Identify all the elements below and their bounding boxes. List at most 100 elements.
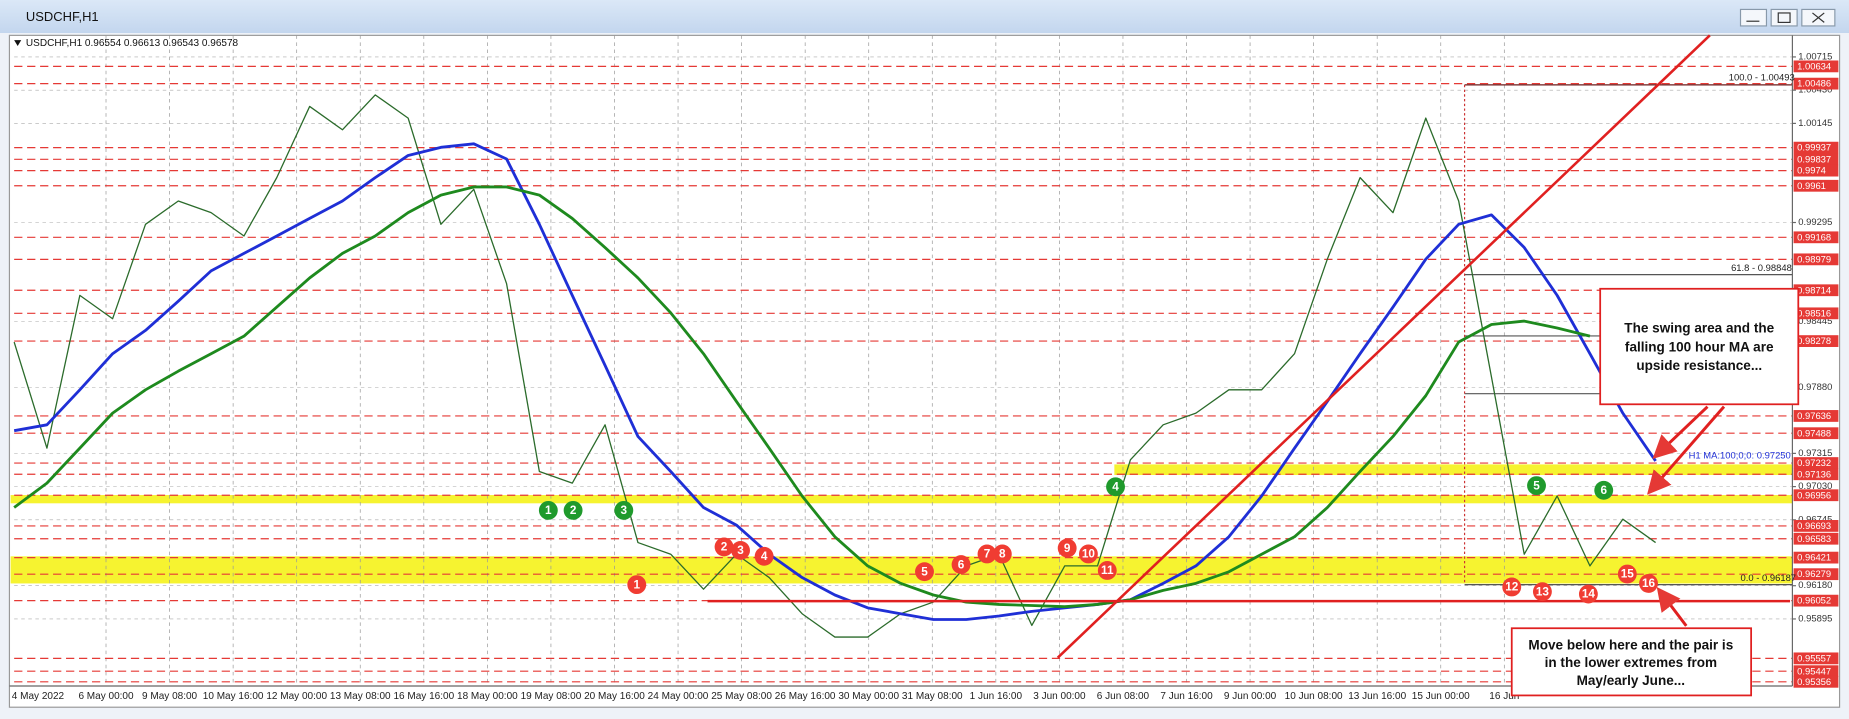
marker-label: 11 — [1101, 564, 1114, 577]
y-tick-label: 0.98445 — [1798, 315, 1832, 326]
minimize-button[interactable] — [1739, 8, 1768, 27]
y-tick-label: 0.97030 — [1798, 480, 1832, 491]
level-label-box — [1793, 164, 1839, 177]
level-label: 0.99837 — [1797, 153, 1831, 164]
level-label: 0.9974 — [1797, 165, 1826, 176]
level-label-box — [1793, 231, 1839, 244]
marker-label: 2 — [721, 541, 728, 554]
marker-circle — [731, 541, 750, 560]
level-label-box — [1793, 551, 1839, 564]
marker-label: 7 — [984, 548, 991, 561]
x-tick-label: 12 May 00:00 — [266, 691, 327, 702]
level-label-box — [1793, 335, 1839, 347]
annotation-text: May/early June... — [1577, 673, 1685, 688]
level-label: 0.96421 — [1797, 552, 1831, 563]
x-tick-label: 26 May 16:00 — [775, 691, 836, 702]
marker-circle — [614, 500, 634, 520]
series — [13, 94, 1657, 638]
level-label-box — [1793, 594, 1839, 607]
y-tick-label: 1.00715 — [1798, 50, 1832, 61]
marker-label: 8 — [999, 548, 1006, 561]
arrow — [1647, 405, 1726, 495]
level-label: 0.9961 — [1797, 180, 1826, 191]
marker-circle — [977, 544, 997, 564]
marker-label: 3 — [737, 544, 744, 557]
marker-label: 14 — [1582, 588, 1596, 601]
title-bar — [0, 0, 1849, 34]
y-tick-label: 0.97880 — [1798, 381, 1832, 392]
marker-circle — [1594, 480, 1614, 500]
x-tick-label: 30 May 00:00 — [838, 691, 899, 702]
level-label: 1.00486 — [1797, 78, 1831, 89]
x-tick-label: 3 Jun 00:00 — [1033, 691, 1086, 702]
level-label: 0.96956 — [1797, 489, 1831, 500]
marker-circle — [1578, 584, 1598, 604]
trend-line — [1056, 34, 1711, 659]
window-buttons[interactable] — [1739, 8, 1836, 27]
level-label-box — [1793, 675, 1839, 688]
x-tick-label: 16 May 16:00 — [393, 691, 454, 702]
y-tick-label: 0.97315 — [1798, 447, 1832, 458]
marker-circle — [1617, 564, 1637, 584]
level-label-box — [1793, 284, 1839, 297]
level-label: 0.98516 — [1797, 307, 1831, 318]
marker-label: 3 — [621, 504, 628, 517]
marker-label: 5 — [921, 565, 928, 578]
level-label-box — [1793, 568, 1839, 581]
x-tick-label: 9 May 08:00 — [142, 691, 198, 702]
level-label: 0.99168 — [1797, 231, 1831, 242]
level-label-box — [1793, 60, 1839, 73]
y-tick-label: 0.95895 — [1798, 612, 1832, 623]
trend-lines — [707, 34, 1791, 659]
marker-circle — [992, 544, 1012, 564]
marker-circle — [1532, 582, 1552, 602]
window-title: USDCHF,H1 — [26, 9, 99, 24]
x-tick-label: 19 May 08:00 — [521, 691, 582, 702]
x-tick-label: 13 May 08:00 — [330, 691, 391, 702]
level-label-box — [1793, 665, 1839, 678]
level-label-box — [1793, 468, 1839, 481]
annotation-text: The swing area and the — [1624, 320, 1774, 335]
level-label-box — [1793, 427, 1839, 440]
x-tick-label: 15 Jun 00:00 — [1412, 691, 1470, 702]
level-label: 0.97636 — [1797, 410, 1831, 421]
level-label: 0.96583 — [1797, 533, 1831, 544]
level-label-box — [1793, 153, 1839, 166]
info-toggle[interactable] — [14, 40, 22, 46]
x-tick-label: 18 May 00:00 — [457, 691, 518, 702]
annotation-text: upside resistance... — [1636, 358, 1762, 373]
level-label: 0.98714 — [1797, 284, 1831, 295]
x-tick-label: 25 May 08:00 — [711, 691, 772, 702]
x-tick-label: 20 May 16:00 — [584, 691, 645, 702]
marker-circle — [754, 546, 774, 566]
level-label: 0.99937 — [1797, 142, 1831, 153]
level-label-box — [1793, 141, 1839, 154]
annotation-text: in the lower extremes from — [1545, 655, 1717, 670]
annotation-text: Move below here and the pair is — [1528, 638, 1733, 653]
level-label: 0.98278 — [1797, 335, 1831, 346]
moving-average — [13, 142, 1657, 621]
x-tick-label: 10 May 16:00 — [203, 691, 264, 702]
marker-circle — [951, 555, 971, 575]
level-label: 0.97136 — [1797, 468, 1831, 479]
x-tick-label: 10 Jun 08:00 — [1285, 691, 1343, 702]
level-label-box — [1793, 532, 1839, 545]
level-label: 0.96052 — [1797, 595, 1831, 606]
x-tick-label: 4 May 2022 — [12, 691, 65, 702]
maximize-button[interactable] — [1770, 8, 1798, 27]
marker-label: 4 — [761, 550, 768, 563]
marker-circle — [1078, 544, 1098, 564]
level-label-box — [1793, 253, 1839, 266]
ma-label: H1 MA:100;0;0: 0.97250 — [1689, 450, 1791, 461]
quote-info: USDCHF,H1 0.96554 0.96613 0.96543 0.9657… — [26, 38, 239, 49]
level-label: 0.95447 — [1797, 665, 1831, 676]
marker-circle — [538, 500, 558, 520]
marker-circle — [714, 537, 734, 557]
annotation-2: Move below here and the pair is in the l… — [1510, 587, 1753, 697]
marker-circle — [1106, 477, 1125, 497]
level-label: 1.00634 — [1797, 60, 1831, 71]
swing-zone — [10, 495, 1793, 504]
